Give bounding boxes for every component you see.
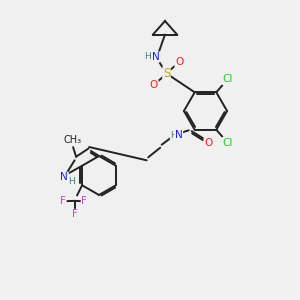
Text: H: H	[68, 177, 74, 186]
Text: H: H	[170, 130, 177, 140]
Text: F: F	[81, 196, 87, 206]
Text: O: O	[175, 57, 183, 67]
Text: Cl: Cl	[223, 74, 233, 84]
Text: O: O	[204, 138, 212, 148]
Text: H: H	[144, 52, 151, 61]
Text: F: F	[60, 196, 66, 206]
Text: N: N	[175, 130, 183, 140]
Text: Cl: Cl	[223, 138, 233, 148]
Text: N: N	[60, 172, 68, 182]
Text: O: O	[150, 80, 158, 90]
Text: N: N	[152, 52, 160, 62]
Text: CH₃: CH₃	[64, 135, 82, 145]
Text: S: S	[163, 67, 170, 80]
Text: F: F	[72, 209, 78, 219]
